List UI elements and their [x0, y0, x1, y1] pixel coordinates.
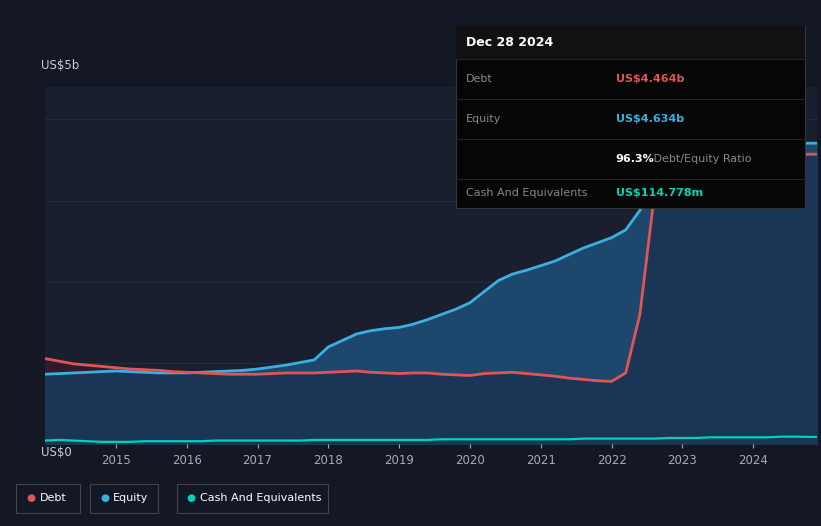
- Text: 96.3%: 96.3%: [616, 154, 654, 164]
- Text: Debt/Equity Ratio: Debt/Equity Ratio: [650, 154, 752, 164]
- Text: Equity: Equity: [466, 114, 501, 124]
- Text: US$114.778m: US$114.778m: [616, 188, 703, 198]
- Text: Dec 28 2024: Dec 28 2024: [466, 36, 553, 49]
- Text: Debt: Debt: [466, 74, 493, 84]
- Text: Cash And Equivalents: Cash And Equivalents: [200, 493, 321, 503]
- Text: Cash And Equivalents: Cash And Equivalents: [466, 188, 587, 198]
- Text: ●: ●: [26, 493, 35, 503]
- Text: ●: ●: [100, 493, 109, 503]
- Text: Debt: Debt: [39, 493, 67, 503]
- Text: US$5b: US$5b: [41, 59, 80, 73]
- Text: US$4.634b: US$4.634b: [616, 114, 684, 124]
- Text: US$4.464b: US$4.464b: [616, 74, 684, 84]
- Text: US$0: US$0: [41, 446, 72, 459]
- Text: ●: ●: [186, 493, 195, 503]
- Text: Equity: Equity: [113, 493, 149, 503]
